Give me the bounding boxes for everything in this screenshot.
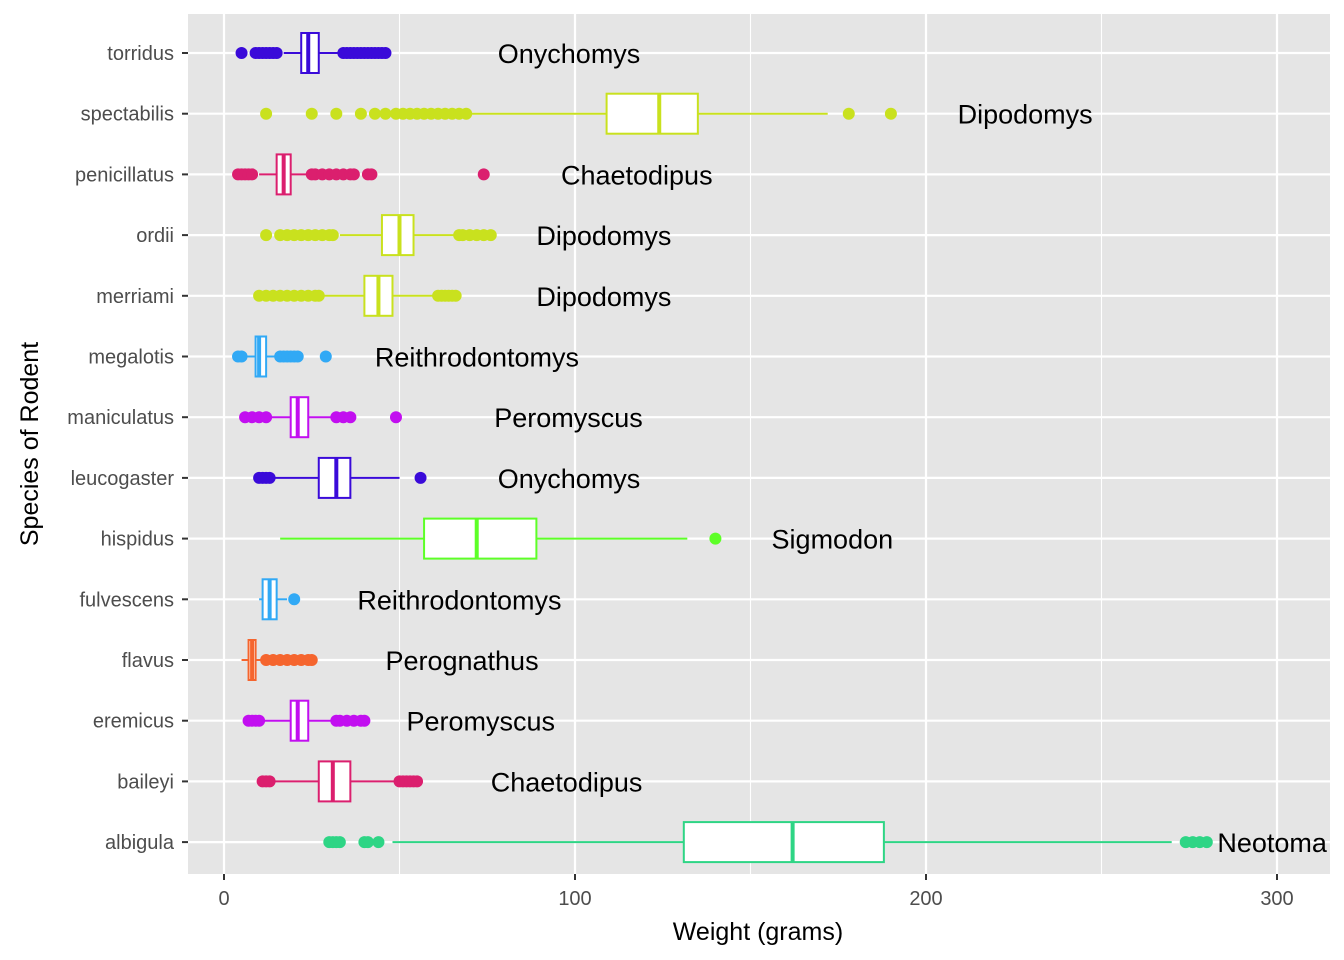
outlier-point xyxy=(246,168,259,181)
outlier-point xyxy=(326,229,339,242)
y-tick-label: flavus xyxy=(122,650,174,672)
outlier-point xyxy=(884,107,897,120)
y-tick-label: leucogaster xyxy=(71,468,175,490)
outlier-point xyxy=(379,107,392,120)
box-baileyi xyxy=(256,760,424,803)
y-tick-label: albigula xyxy=(105,832,175,854)
genus-label: Chaetodipus xyxy=(561,160,713,190)
outlier-point xyxy=(288,593,301,606)
genus-labels: Neotoma Chaetodipus Peromyscus Perognathus R… xyxy=(357,39,1327,858)
outlier-point xyxy=(484,229,497,242)
genus-label: Dipodomys xyxy=(958,100,1093,130)
outlier-point xyxy=(354,107,367,120)
box-penicillatus xyxy=(232,153,490,196)
x-tick-label: 200 xyxy=(909,888,942,910)
outlier-point xyxy=(312,289,325,302)
genus-label: Reithrodontomys xyxy=(357,585,561,615)
genus-label: Peromyscus xyxy=(494,403,643,433)
outlier-point xyxy=(263,775,276,788)
outlier-point xyxy=(414,471,427,484)
outlier-point xyxy=(333,836,346,849)
box-iqr xyxy=(423,517,538,560)
box-iqr xyxy=(605,92,699,135)
genus-label: Onychomys xyxy=(498,464,641,494)
y-axis-title: Species of Rodent xyxy=(16,342,44,546)
box-merriami xyxy=(253,274,462,317)
genus-label: Perognathus xyxy=(385,646,538,676)
y-tick-label: merriami xyxy=(96,286,174,308)
box-megalotis xyxy=(232,335,332,378)
outlier-point xyxy=(358,714,371,727)
box-spectabilis xyxy=(260,92,897,135)
outlier-point xyxy=(270,47,283,59)
genus-label: Reithrodontomys xyxy=(375,343,579,373)
box-flavus xyxy=(241,639,318,681)
box-leucogaster xyxy=(253,456,427,499)
outlier-point xyxy=(260,229,273,242)
outlier-point xyxy=(263,471,276,484)
box-albigula xyxy=(323,821,1213,864)
y-tick-label: torridus xyxy=(107,43,174,65)
genus-label: Chaetodipus xyxy=(491,767,643,797)
genus-label: Dipodomys xyxy=(536,282,671,312)
outlier-point xyxy=(365,168,378,181)
genus-label: Peromyscus xyxy=(407,707,556,737)
outlier-point xyxy=(389,411,402,424)
outlier-point xyxy=(379,47,392,59)
outlier-point xyxy=(344,411,357,424)
genus-label: Onychomys xyxy=(498,39,641,69)
grid-lines xyxy=(188,14,1330,874)
outlier-point xyxy=(330,107,343,120)
box-ordii xyxy=(260,214,497,257)
genus-label: Neotoma xyxy=(1217,828,1328,858)
y-tick-label: baileyi xyxy=(117,771,174,793)
box-maniculatus xyxy=(239,396,402,439)
genus-label: Dipodomys xyxy=(536,221,671,251)
y-tick-label: hispidus xyxy=(101,529,174,551)
outlier-point xyxy=(449,289,462,302)
box-eremicus xyxy=(242,699,371,742)
outlier-point xyxy=(260,107,273,120)
y-axis-ticks: albigula baileyi eremicus flavus fulvescens h… xyxy=(67,43,188,854)
y-tick-label: penicillatus xyxy=(75,164,174,186)
y-tick-label: fulvescens xyxy=(80,589,175,611)
x-axis-ticks: 0 100 200 300 xyxy=(218,874,1294,910)
box-torridus xyxy=(235,32,392,74)
outlier-point xyxy=(235,350,248,363)
outlier-point xyxy=(842,107,855,120)
outlier-point xyxy=(1200,836,1213,849)
outlier-point xyxy=(411,775,424,788)
outlier-point xyxy=(368,107,381,120)
x-tick-label: 300 xyxy=(1260,888,1293,910)
outlier-point xyxy=(319,350,332,363)
y-tick-label: ordii xyxy=(136,225,174,247)
box-fulvescens xyxy=(259,578,301,621)
outlier-point xyxy=(477,168,490,181)
y-tick-label: megalotis xyxy=(88,347,174,369)
boxes xyxy=(232,32,1213,864)
outlier-point xyxy=(253,714,266,727)
outlier-point xyxy=(460,107,473,120)
genus-label: Sigmodon xyxy=(772,525,894,555)
outlier-point xyxy=(260,411,273,424)
x-axis-title: Weight (grams) xyxy=(673,918,843,946)
plot-panel xyxy=(188,14,1330,874)
outlier-point xyxy=(291,350,304,363)
y-tick-label: maniculatus xyxy=(67,407,174,429)
y-tick-label: spectabilis xyxy=(81,104,174,126)
box-iqr xyxy=(682,821,885,864)
outlier-point xyxy=(361,836,374,849)
x-tick-label: 100 xyxy=(558,888,591,910)
y-tick-label: eremicus xyxy=(93,711,174,733)
outlier-point xyxy=(235,47,248,59)
x-tick-label: 0 xyxy=(218,888,229,910)
box-hispidus xyxy=(280,517,722,560)
outlier-point xyxy=(709,532,722,545)
outlier-point xyxy=(372,836,385,849)
outlier-point xyxy=(347,168,360,181)
outlier-point xyxy=(305,107,318,120)
outlier-point xyxy=(305,654,318,666)
